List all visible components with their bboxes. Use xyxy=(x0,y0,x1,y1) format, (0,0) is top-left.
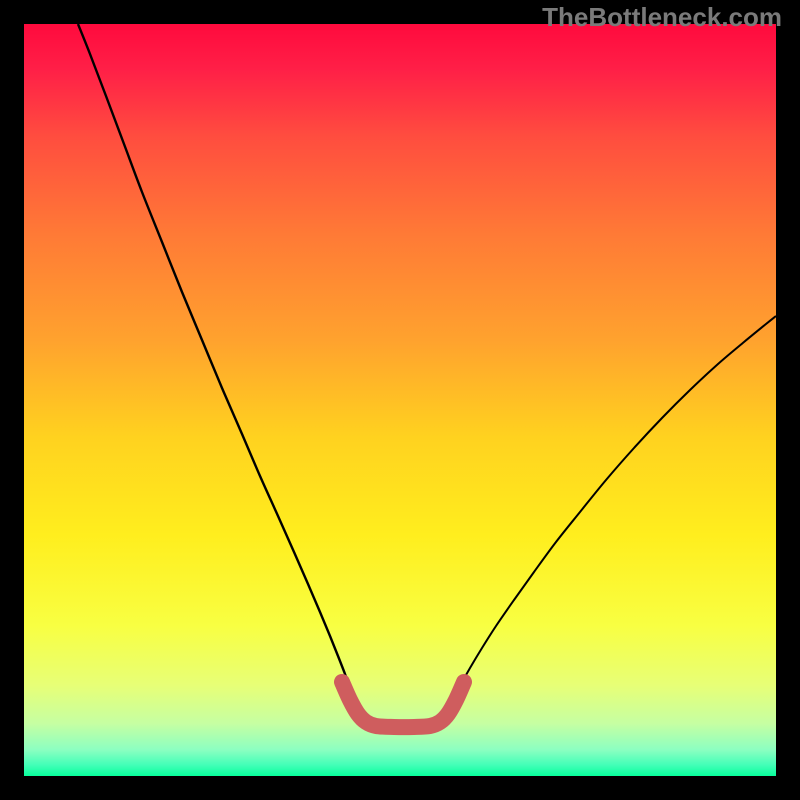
right-curve-line xyxy=(444,316,776,721)
chart-plot-area xyxy=(24,24,776,776)
watermark-text: TheBottleneck.com xyxy=(542,2,782,33)
left-curve-line xyxy=(78,24,360,721)
chart-svg xyxy=(24,24,776,776)
bottom-highlight-line xyxy=(342,682,464,727)
